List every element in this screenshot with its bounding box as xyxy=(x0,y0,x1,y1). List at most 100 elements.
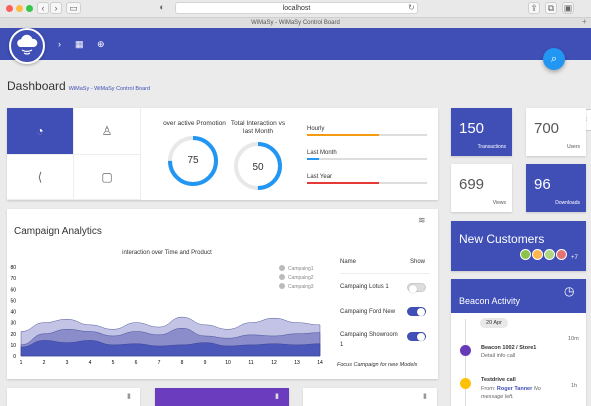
maximize-window-icon[interactable] xyxy=(26,5,33,12)
privacy-icon[interactable]: ◐ xyxy=(159,2,165,12)
new-customers-card[interactable]: New Customers +7 xyxy=(451,221,586,271)
close-window-icon[interactable] xyxy=(6,5,13,12)
campaign-analytics-card: Campaign Analytics ≋ interaction over Ti… xyxy=(7,209,438,379)
stat-caption: Downloads xyxy=(555,200,580,206)
share-icon[interactable]: ⇪ xyxy=(528,2,540,14)
campaign-name: Campaing Lotus 1 xyxy=(340,284,389,290)
reload-icon[interactable]: ↻ xyxy=(408,3,415,12)
bar-chart-icon: ▮ xyxy=(127,393,131,400)
avatar[interactable] xyxy=(556,249,567,260)
x-tick-label: 4 xyxy=(89,360,92,366)
app-bar xyxy=(0,28,591,60)
from-name[interactable]: Roger Tanner xyxy=(496,386,533,392)
y-tick-label: 80 xyxy=(10,265,16,271)
gauge-label: Total Interaction vs last Month xyxy=(230,120,286,135)
x-tick-label: 12 xyxy=(271,360,277,366)
bar-chart-icon: ▮ xyxy=(423,393,427,400)
chart-title: interaction over Time and Product xyxy=(122,250,212,256)
tile-users[interactable]: ♙ xyxy=(74,108,141,155)
avatar[interactable] xyxy=(532,249,543,260)
wifi-icon: ≋ xyxy=(418,215,426,225)
minimize-window-icon[interactable] xyxy=(16,5,23,12)
cloud-logo[interactable] xyxy=(9,28,45,64)
bottom-card: ▮ xyxy=(155,388,289,406)
legend-label: Campaing2 xyxy=(288,275,314,281)
y-tick-label: 70 xyxy=(10,276,16,282)
x-tick-label: 14 xyxy=(317,360,323,366)
page-title: Dashboard WiMaSy - WiMaSy Control Board xyxy=(7,79,150,93)
y-tick-label: 0 xyxy=(13,354,16,360)
column-header-show: Show xyxy=(410,259,426,265)
browser-chrome: ‹ › ▭ ◐ localhost ↻ ⇪ ⧉ ▣ WiMaSy - WiMaS… xyxy=(0,0,591,28)
forward-icon[interactable]: › xyxy=(50,2,62,14)
toggle-knob xyxy=(417,332,425,341)
stat-caption: Users xyxy=(566,144,580,150)
avatar[interactable] xyxy=(544,249,555,260)
browser-tab[interactable]: WiMaSy - WiMaSy Control Board xyxy=(0,17,591,28)
stat-caption: Views xyxy=(492,200,506,206)
apps-grid-icon[interactable]: ▦ xyxy=(75,39,84,49)
x-tick-label: 13 xyxy=(294,360,300,366)
y-tick-label: 30 xyxy=(10,321,16,327)
gauge-value: 50 xyxy=(252,162,264,173)
x-tick-label: 8 xyxy=(181,360,184,366)
extra-count: +7 xyxy=(571,255,578,261)
activity-sub: From: Roger Tanner No message left. xyxy=(481,385,561,401)
stat-downloads[interactable]: 96 Downloads xyxy=(526,164,586,212)
stat-value: 96 xyxy=(534,176,551,193)
divider xyxy=(340,273,430,274)
address-bar[interactable]: localhost xyxy=(175,2,418,14)
search-button[interactable]: ⌕ xyxy=(543,48,565,70)
new-tab-icon[interactable]: + xyxy=(582,17,587,26)
y-tick-label: 20 xyxy=(10,332,16,338)
tabs-icon[interactable]: ⧉ xyxy=(545,2,557,14)
beacon-activity-card: Beacon Activity ◷ 20 Apr Beacon 1002 / S… xyxy=(451,279,586,406)
x-tick-label: 7 xyxy=(158,360,161,366)
search-icon: ⌕ xyxy=(550,53,558,65)
expand-icon[interactable]: › xyxy=(58,39,61,49)
x-tick-label: 6 xyxy=(135,360,138,366)
progress-fill xyxy=(307,158,319,160)
progress-label: Last Year xyxy=(307,174,333,180)
activity-title: Testdrive call xyxy=(481,377,516,383)
phone-icon xyxy=(460,378,471,389)
activity-note: No message left. xyxy=(481,386,541,400)
campaign-name: Campaing Showroom 1 xyxy=(340,332,398,348)
card-title: Beacon Activity xyxy=(459,296,521,306)
campaign-toggle[interactable] xyxy=(407,283,426,293)
legend-marker xyxy=(279,265,285,271)
bottom-card: ▮ xyxy=(7,388,140,406)
activity-sub: Detail info call xyxy=(481,353,516,359)
progress-label: Hourly xyxy=(307,126,325,132)
gauge-promotion xyxy=(168,136,218,186)
back-icon[interactable]: ‹ xyxy=(37,2,49,14)
cloud-icon xyxy=(17,34,38,55)
date-chip: 20 Apr xyxy=(480,318,508,328)
extensions-icon[interactable]: ▣ xyxy=(562,2,574,14)
x-tick-label: 3 xyxy=(66,360,69,366)
avatar-group xyxy=(520,249,570,261)
legend-label: Campaing3 xyxy=(288,284,314,290)
stat-transactions[interactable]: 150 Transactions xyxy=(451,108,512,156)
legend-label: Campaing1 xyxy=(288,266,314,272)
bag-icon: ▢ xyxy=(101,170,113,184)
stat-views[interactable]: 699 Views xyxy=(451,164,512,212)
tile-share[interactable]: ⟨ xyxy=(7,155,74,200)
timeline-line xyxy=(465,319,466,406)
stat-value: 700 xyxy=(534,120,560,137)
avatar[interactable] xyxy=(520,249,531,260)
tile-shop[interactable]: ▢ xyxy=(74,155,141,200)
user-lock-icon[interactable]: ⊕ xyxy=(97,39,105,49)
progress-fill xyxy=(307,134,379,136)
campaign-toggle[interactable] xyxy=(407,307,426,316)
campaign-toggle[interactable] xyxy=(407,332,426,341)
sidebar-icon[interactable]: ▭ xyxy=(66,2,81,14)
gauge-value: 75 xyxy=(187,155,199,166)
tile-dashboard[interactable]: ◔ xyxy=(7,108,74,155)
column-header-name: Name xyxy=(340,259,357,265)
progress-list: Hourly Last Month Last Year xyxy=(307,126,427,184)
legend-marker xyxy=(279,283,285,289)
x-tick-label: 2 xyxy=(43,360,46,366)
stat-users[interactable]: 700 Users xyxy=(526,108,586,156)
